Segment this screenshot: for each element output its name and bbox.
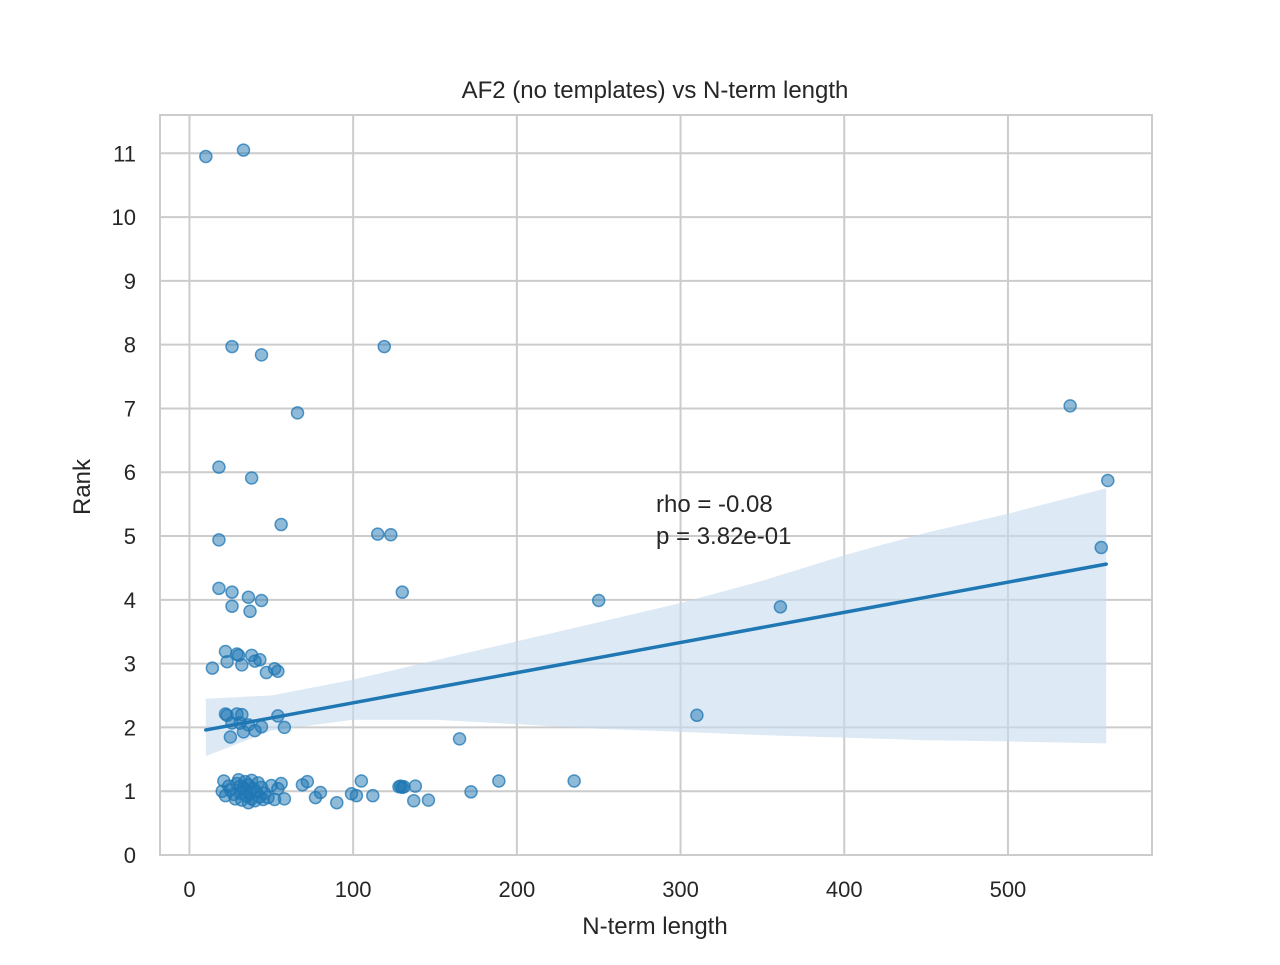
data-point (313, 785, 328, 800)
x-tick-label: 400 (826, 877, 863, 902)
data-point (492, 774, 506, 788)
data-point (1094, 540, 1109, 555)
data-point (253, 653, 267, 667)
annotation-rho: rho = -0.08 (656, 491, 773, 518)
data-point (254, 720, 269, 734)
data-point (243, 604, 257, 619)
data-point (1101, 473, 1115, 488)
x-tick-label: 500 (990, 877, 1027, 902)
x-tick-label: 0 (183, 877, 195, 902)
regression-line (204, 562, 1108, 732)
y-tick-label: 5 (124, 524, 136, 549)
y-tick-label: 8 (124, 333, 136, 358)
y-tick-label: 3 (124, 652, 136, 677)
data-point (366, 788, 380, 803)
data-point (408, 779, 423, 793)
data-point (384, 528, 398, 542)
data-point (235, 658, 249, 672)
data-point (377, 339, 392, 354)
data-point (274, 517, 288, 532)
data-point (406, 794, 421, 808)
data-point (290, 406, 305, 420)
y-tick-label: 10 (112, 205, 136, 230)
data-point (690, 708, 704, 723)
data-point (212, 460, 226, 474)
y-tick-label: 6 (124, 460, 136, 485)
x-tick-label: 300 (662, 877, 699, 902)
data-point (395, 585, 410, 599)
y-tick-label: 11 (113, 141, 136, 166)
x-tick-label: 100 (335, 877, 372, 902)
data-point (277, 792, 292, 806)
data-point (225, 599, 239, 613)
data-point (397, 779, 411, 794)
y-tick-label: 9 (124, 269, 136, 294)
data-point (1063, 399, 1077, 413)
annotation-p-value: p = 3.82e-01 (656, 523, 791, 550)
data-point (271, 664, 285, 679)
data-point (464, 785, 478, 799)
data-point (220, 654, 234, 669)
data-point (244, 471, 259, 485)
data-point (349, 788, 364, 803)
data-point (421, 793, 436, 807)
data-point (354, 774, 369, 788)
data-point (236, 143, 251, 157)
regression-line-layer (204, 562, 1108, 732)
data-point (452, 732, 467, 746)
chart-title: AF2 (no templates) vs N-term length (462, 77, 849, 104)
data-point (205, 661, 220, 675)
x-tick-label: 200 (498, 877, 535, 902)
data-point (235, 707, 249, 722)
data-point (330, 795, 344, 810)
data-point (199, 149, 213, 164)
data-point (225, 585, 239, 599)
y-tick-label: 4 (124, 588, 136, 613)
data-point (223, 730, 238, 744)
plot-frame (159, 114, 1153, 856)
y-tick-labels: 0 1 2 3 4 5 6 7 8 9 10 11 (112, 141, 136, 868)
data-point (212, 581, 226, 596)
y-tick-label: 0 (124, 843, 136, 868)
y-tick-label: 2 (124, 715, 136, 740)
y-axis-label: Rank (69, 458, 96, 515)
data-point (212, 533, 226, 547)
y-tick-label: 7 (124, 396, 136, 421)
grid-lines (160, 115, 1152, 856)
data-point (591, 593, 606, 608)
data-point (274, 776, 288, 791)
data-point (254, 348, 269, 362)
data-point (225, 339, 239, 354)
data-point (254, 593, 269, 608)
y-tick-label: 1 (124, 779, 136, 804)
data-point (370, 527, 385, 541)
data-point (773, 600, 788, 614)
data-point (241, 590, 256, 605)
x-axis-label: N-term length (582, 913, 727, 940)
x-tick-labels: 0 100 200 300 400 500 (183, 877, 1026, 902)
data-point (277, 720, 292, 735)
data-point (567, 774, 581, 788)
data-point (300, 774, 315, 789)
